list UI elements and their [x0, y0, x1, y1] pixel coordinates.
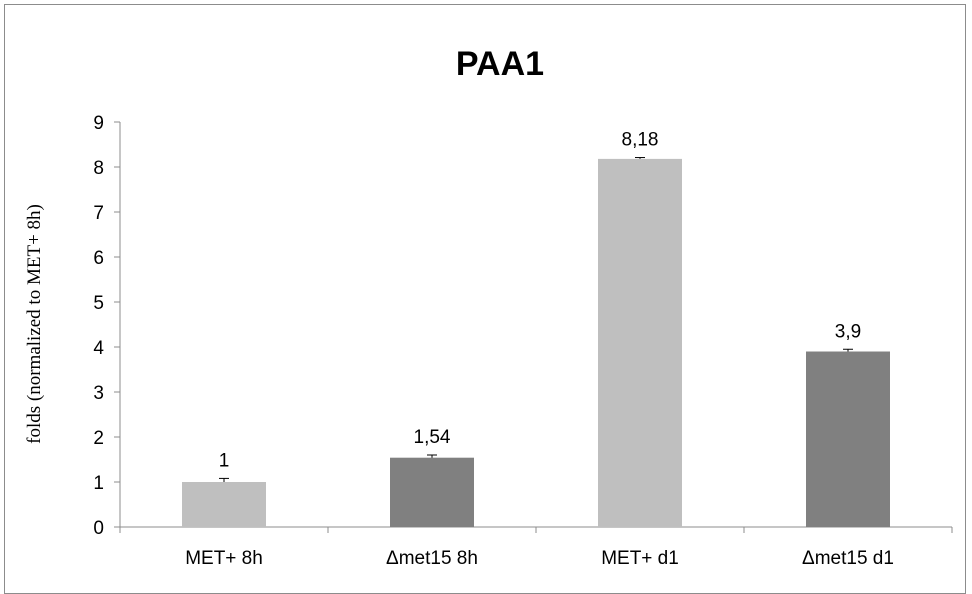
y-tick-label: 4	[93, 338, 104, 359]
data-label: 1	[219, 450, 230, 471]
x-tick-label: MET+ 8h	[185, 548, 263, 569]
bar	[182, 482, 266, 527]
data-label: 1,54	[414, 427, 451, 448]
x-tick-label: Δmet15 8h	[386, 548, 478, 569]
y-axis-label: folds (normalized to MET+ 8h)	[24, 204, 45, 444]
y-tick-label: 2	[93, 428, 104, 449]
data-label: 8,18	[622, 130, 659, 151]
x-tick-label: Δmet15 d1	[802, 548, 894, 569]
chart-title: PAA1	[456, 45, 544, 83]
y-tick-label: 8	[93, 158, 104, 179]
y-tick-label: 0	[93, 518, 104, 539]
bar	[806, 351, 890, 527]
y-tick-label: 5	[93, 293, 104, 314]
bar	[598, 158, 682, 527]
y-tick-label: 3	[93, 383, 104, 404]
x-tick-label: MET+ d1	[601, 548, 679, 569]
y-tick-label: 1	[93, 473, 104, 494]
chart-frame	[4, 4, 966, 594]
data-labels: 1 MET+ 8h 1,54 Δmet15 8h 8,18 MET+ d1 3,9 Δmet1…	[185, 130, 894, 569]
bar	[390, 457, 474, 527]
data-label: 3,9	[835, 321, 861, 342]
bars	[182, 157, 890, 527]
y-tick-label: 7	[93, 203, 104, 224]
y-tick-label: 6	[93, 248, 104, 269]
y-tick-label: 9	[93, 113, 104, 134]
